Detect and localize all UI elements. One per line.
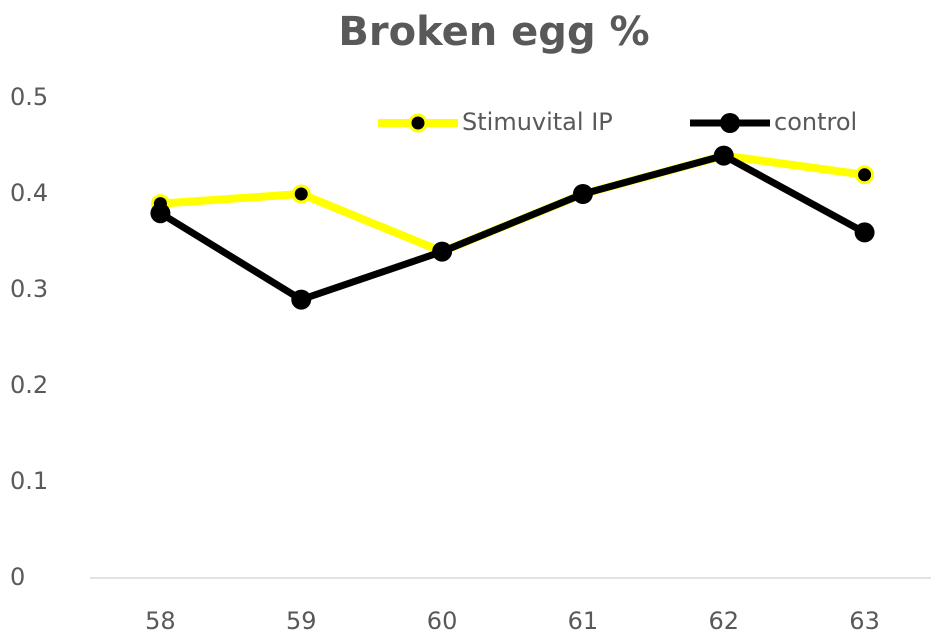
- legend-label: control: [774, 108, 857, 136]
- legend-marker: [408, 113, 428, 133]
- y-tick-label: 0.3: [10, 275, 48, 303]
- point: [572, 184, 593, 204]
- point: [713, 145, 734, 166]
- y-tick-label: 0.4: [10, 179, 48, 207]
- point: [150, 203, 171, 224]
- series-line: [158, 152, 867, 304]
- chart-title: Broken egg %: [338, 9, 649, 55]
- point: [291, 289, 312, 310]
- x-tick-label: 60: [427, 607, 458, 635]
- point: [432, 241, 453, 262]
- x-tick-label: 58: [145, 607, 176, 635]
- point: [855, 165, 875, 185]
- point: [854, 222, 875, 243]
- x-tick-label: 62: [708, 607, 739, 635]
- y-tick-label: 0: [10, 563, 25, 591]
- legend-marker: [720, 113, 740, 133]
- x-tick-label: 59: [286, 607, 317, 635]
- legend-label: Stimuvital IP: [462, 108, 613, 136]
- x-tick-label: 61: [568, 607, 599, 635]
- x-tick-label: 63: [849, 607, 880, 635]
- y-tick-label: 0.1: [10, 467, 48, 495]
- y-tick-label: 0.5: [10, 83, 48, 111]
- y-tick-label: 0.2: [10, 371, 48, 399]
- point: [291, 184, 311, 204]
